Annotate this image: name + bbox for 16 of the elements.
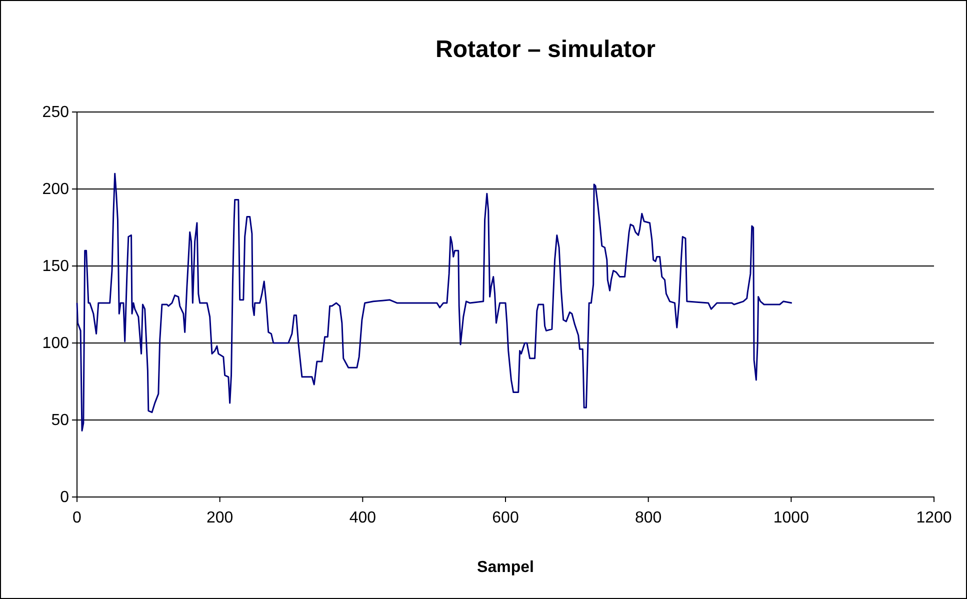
x-tick-label: 400: [349, 510, 376, 527]
y-tick-label: 0: [60, 489, 70, 506]
x-tick-label: 200: [206, 510, 234, 527]
chart-title: Rotator – simulator: [435, 36, 656, 63]
y-tick-label: 50: [51, 412, 70, 430]
x-tick-label: 800: [634, 510, 662, 527]
y-tick-label: 250: [42, 104, 70, 122]
x-tick-label: 600: [492, 510, 519, 527]
x-tick-label: 1200: [916, 510, 952, 527]
x-tick-label: 0: [72, 510, 82, 527]
x-axis-title: Sampel: [477, 559, 534, 576]
y-tick-label: 150: [42, 258, 70, 276]
line-series: [76, 172, 793, 432]
y-tick-label: 100: [42, 335, 70, 352]
x-tick-label: 1000: [773, 510, 810, 527]
y-tick-label: 200: [42, 181, 70, 198]
